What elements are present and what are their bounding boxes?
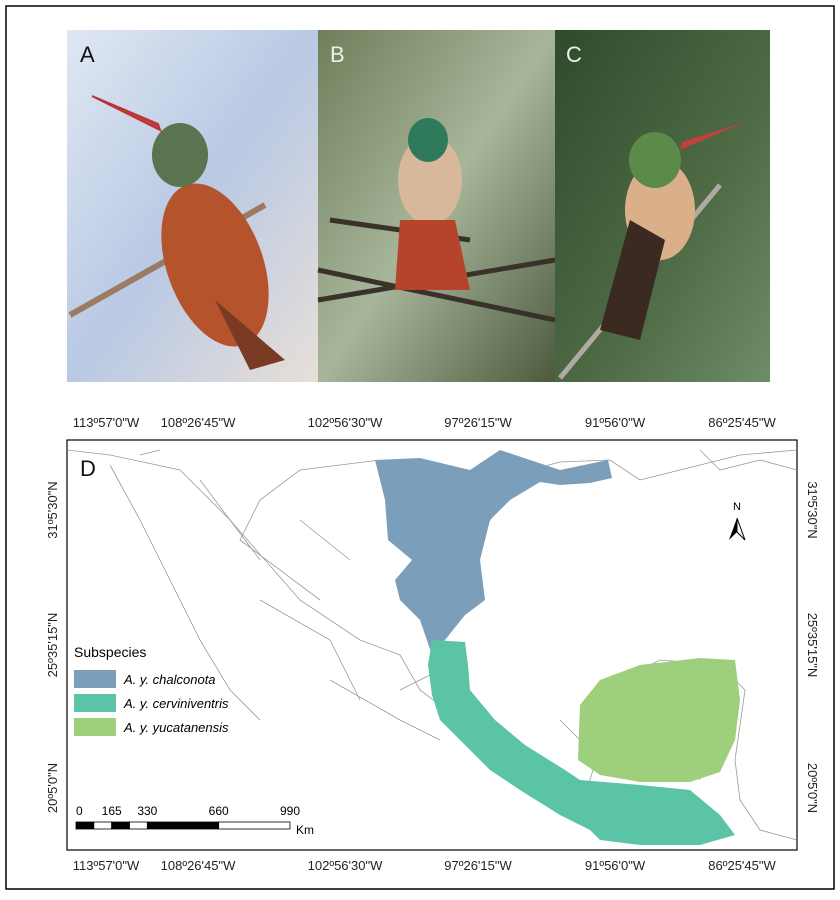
- figure: A B C D: [0, 0, 840, 895]
- scale-segment: [112, 822, 130, 829]
- scale-unit: Km: [296, 823, 314, 837]
- scale-segment: [130, 822, 148, 829]
- bottom-coord: 102º56'30"W: [308, 858, 383, 873]
- scale-tick-label: 165: [102, 804, 122, 818]
- right-coord: 20º5'0"N: [805, 763, 820, 813]
- scale-segment: [94, 822, 112, 829]
- legend-label: A. y. cerviniventris: [123, 696, 229, 711]
- scale-segment: [76, 822, 94, 829]
- bottom-coord: 91º56'0"W: [585, 858, 646, 873]
- legend-label: A. y. chalconota: [123, 672, 216, 687]
- scale-tick-label: 990: [280, 804, 300, 818]
- panel-label: B: [330, 42, 345, 67]
- panel-label: C: [566, 42, 582, 67]
- top-coord: 91º56'0"W: [585, 415, 646, 430]
- photo-a: A: [67, 30, 318, 382]
- right-coord: 25º35'15"N: [805, 613, 820, 678]
- legend-label: A. y. yucatanensis: [123, 720, 229, 735]
- scale-segment: [219, 822, 290, 829]
- legend-swatch: [74, 718, 116, 736]
- scale-tick-label: 330: [137, 804, 157, 818]
- legend-swatch: [74, 670, 116, 688]
- photo-b: B: [318, 30, 555, 382]
- bottom-coord: 113º57'0"W: [73, 858, 140, 873]
- scale-segment: [147, 822, 218, 829]
- bottom-coord: 86º25'45"W: [708, 858, 776, 873]
- photo-c: C: [555, 30, 770, 382]
- top-coord: 97º26'15"W: [444, 415, 512, 430]
- north-label: N: [733, 501, 741, 513]
- top-coord: 108º26'45"W: [161, 415, 236, 430]
- legend-swatch: [74, 694, 116, 712]
- map: D N Subspecies A. y. chalconota A. y. cer…: [67, 440, 797, 850]
- left-coord: 31º5'30"N: [45, 481, 60, 538]
- left-coord: 20º5'0"N: [45, 763, 60, 813]
- top-coord: 113º57'0"W: [73, 415, 140, 430]
- left-coord: 25º35'15"N: [45, 613, 60, 678]
- bottom-coord: 97º26'15"W: [444, 858, 512, 873]
- right-coord: 31º5'30"N: [805, 481, 820, 538]
- bottom-coord: 108º26'45"W: [161, 858, 236, 873]
- top-coord: 102º56'30"W: [308, 415, 383, 430]
- top-coord: 86º25'45"W: [708, 415, 776, 430]
- scale-tick-label: 0: [76, 804, 83, 818]
- panel-label: D: [80, 456, 96, 481]
- panel-label: A: [80, 42, 95, 67]
- scale-tick-label: 660: [209, 804, 229, 818]
- legend-title: Subspecies: [74, 644, 146, 660]
